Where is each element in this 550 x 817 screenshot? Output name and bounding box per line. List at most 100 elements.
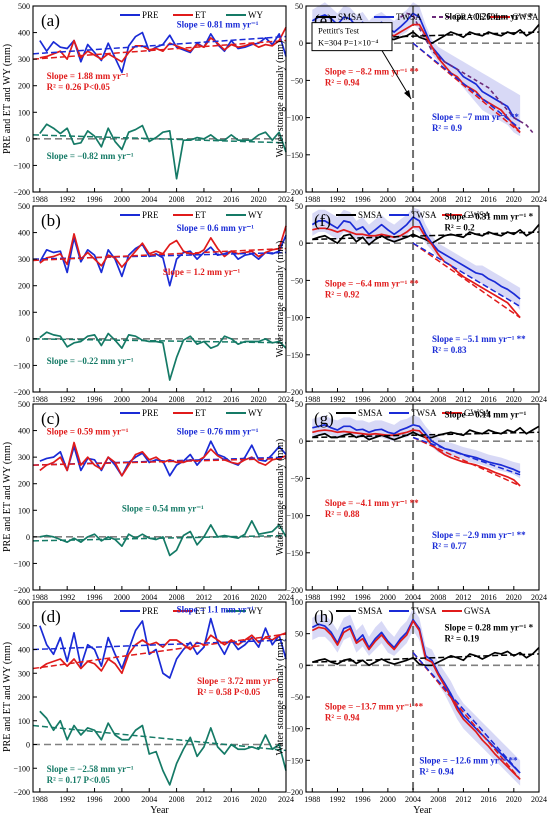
legend-gwsa-label: GWSA: [464, 210, 491, 220]
legend-wy-label: WY: [248, 606, 263, 616]
x-tick-label: 1992: [329, 593, 345, 602]
pettitt-box: [311, 22, 393, 52]
y-tick-label: −100: [286, 512, 303, 521]
x-tick-label: 2012: [455, 593, 471, 602]
pettitt-text: Pettitt's Test: [318, 26, 360, 36]
y-tick-label: 600: [18, 598, 30, 607]
x-tick-label: 2024: [278, 593, 294, 602]
legend-twsa-label: TWSA: [411, 606, 437, 616]
legend-et-label: ET: [195, 408, 206, 418]
trend-pre-line: [32, 639, 287, 651]
x-tick-label: 2016: [223, 395, 239, 404]
annotation-wy: Slope = −0.22 mm yr⁻¹: [47, 356, 134, 366]
y-tick-label: 300: [18, 55, 30, 64]
series-smsa-line: [312, 224, 540, 246]
panel-b: −200 −100 0 100 200 300 400 500 1988 1992 1996 2000…: [13, 202, 294, 404]
annotation-smsa: Slope = 0.26 mm yr⁻¹ *: [445, 11, 534, 21]
y-tick-label: 500: [18, 202, 30, 211]
x-tick-label: 1988: [304, 195, 320, 204]
annotation-et: Slope = 0.59 mm yr⁻¹: [47, 427, 129, 437]
y-tick-label: −150: [286, 151, 303, 160]
panel-label: (b): [41, 211, 61, 230]
x-tick-label: 1996: [87, 195, 103, 204]
x-tick-label: 2012: [455, 195, 471, 204]
panel-e: −200 −150 −100 −50 0 50 1988 1992 1996 2000 2004 20…: [275, 2, 547, 204]
y-tick-label: −50: [290, 693, 303, 702]
y-tick-label: −200: [13, 188, 30, 197]
x-tick-label: 1988: [304, 593, 320, 602]
x-tick-label: 2016: [481, 195, 497, 204]
trend-twsa-line: [412, 436, 521, 476]
x-tick-label: 1988: [304, 795, 320, 804]
x-tick-label: 2004: [405, 593, 421, 602]
y-tick-label: 400: [18, 229, 30, 238]
x-tick-label: 2016: [223, 795, 239, 804]
y-tick-label: 0: [26, 741, 30, 750]
annotation-twsa: R² = 0.77: [432, 541, 467, 551]
x-tick-label: 2020: [251, 395, 267, 404]
legend-wy-label: WY: [248, 10, 263, 20]
x-tick-label: 1988: [304, 395, 320, 404]
x-tick-label: 2016: [481, 395, 497, 404]
panel-label: (d): [41, 607, 61, 626]
uncertainty-band: [312, 2, 521, 137]
y-tick-label: 100: [18, 108, 30, 117]
x-tick-label: 1992: [329, 395, 345, 404]
panel-label: (f): [314, 211, 331, 230]
y-tick-label: −200: [286, 388, 303, 397]
x-tick-label: 1988: [32, 795, 48, 804]
legend-et-label: ET: [195, 210, 206, 220]
x-axis-label: Year: [413, 805, 432, 816]
trend-et-line: [32, 633, 287, 670]
y-tick-label: −150: [286, 351, 303, 360]
trend-et-line: [32, 247, 287, 262]
x-tick-label: 1992: [59, 795, 75, 804]
x-tick-label: 2000: [114, 593, 130, 602]
legend-et-label: ET: [195, 10, 206, 20]
y-tick-label: −50: [290, 76, 303, 85]
y-tick-label: 200: [18, 82, 30, 91]
y-axis-label: Water storage anomaly (mm): [275, 41, 286, 158]
x-tick-label: 2008: [430, 795, 446, 804]
annotation-smsa: R² = 0.2: [445, 222, 476, 232]
trend-gwsa-line: [412, 242, 521, 319]
legend-gwsa-label: GWSA: [512, 12, 539, 22]
legend-smsa-label: SMSA: [338, 12, 363, 22]
annotation-smsa: R² = 0.19: [445, 634, 480, 644]
y-tick-label: 100: [18, 506, 30, 515]
plot-frame: [305, 5, 540, 193]
x-tick-label: 2024: [278, 195, 294, 204]
plot-frame: [32, 5, 287, 193]
series-grace-line: [400, 12, 534, 133]
x-tick-label: 2016: [223, 593, 239, 602]
annotation-et: Slope = 1.88 mm yr⁻¹: [47, 71, 129, 81]
x-tick-label: 1992: [329, 795, 345, 804]
annotation-pre: Slope = 0.76 mm yr⁻¹: [177, 427, 259, 437]
x-tick-label: 2024: [531, 795, 547, 804]
annotation-gwsa: R² = 0.94: [325, 713, 360, 723]
y-tick-label: 200: [18, 693, 30, 702]
panel-f: −200 −150 −100 −50 0 50 1988 1992 1996 2000 2004 20…: [275, 202, 547, 404]
y-tick-label: −100: [286, 725, 303, 734]
legend-pre-label: PRE: [142, 606, 159, 616]
annotation-et: Slope = 1.2 mm yr⁻¹: [163, 267, 241, 277]
x-tick-label: 2000: [114, 795, 130, 804]
x-tick-label: 2016: [481, 795, 497, 804]
y-tick-label: 500: [18, 622, 30, 631]
y-tick-label: 50: [295, 400, 303, 409]
legend-twsa-label: TWSA: [411, 210, 437, 220]
panel-g: −200 −150 −100 −50 0 50 1988 1992 1996 2000 2004 20…: [275, 400, 547, 602]
y-tick-label: −100: [13, 361, 30, 370]
legend-pre-label: PRE: [142, 408, 159, 418]
trend-wy-line: [32, 338, 287, 344]
x-tick-label: 2024: [531, 395, 547, 404]
series-twsa-line: [311, 12, 521, 123]
y-tick-label: 100: [291, 598, 303, 607]
annotation-wy: Slope = −0.82 mm yr⁻¹: [47, 151, 134, 161]
panel-label: (g): [314, 409, 334, 428]
y-tick-label: −50: [290, 276, 303, 285]
x-tick-label: 2008: [169, 195, 185, 204]
trend-wy-line: [32, 134, 287, 144]
legend-pre-label: PRE: [142, 210, 159, 220]
